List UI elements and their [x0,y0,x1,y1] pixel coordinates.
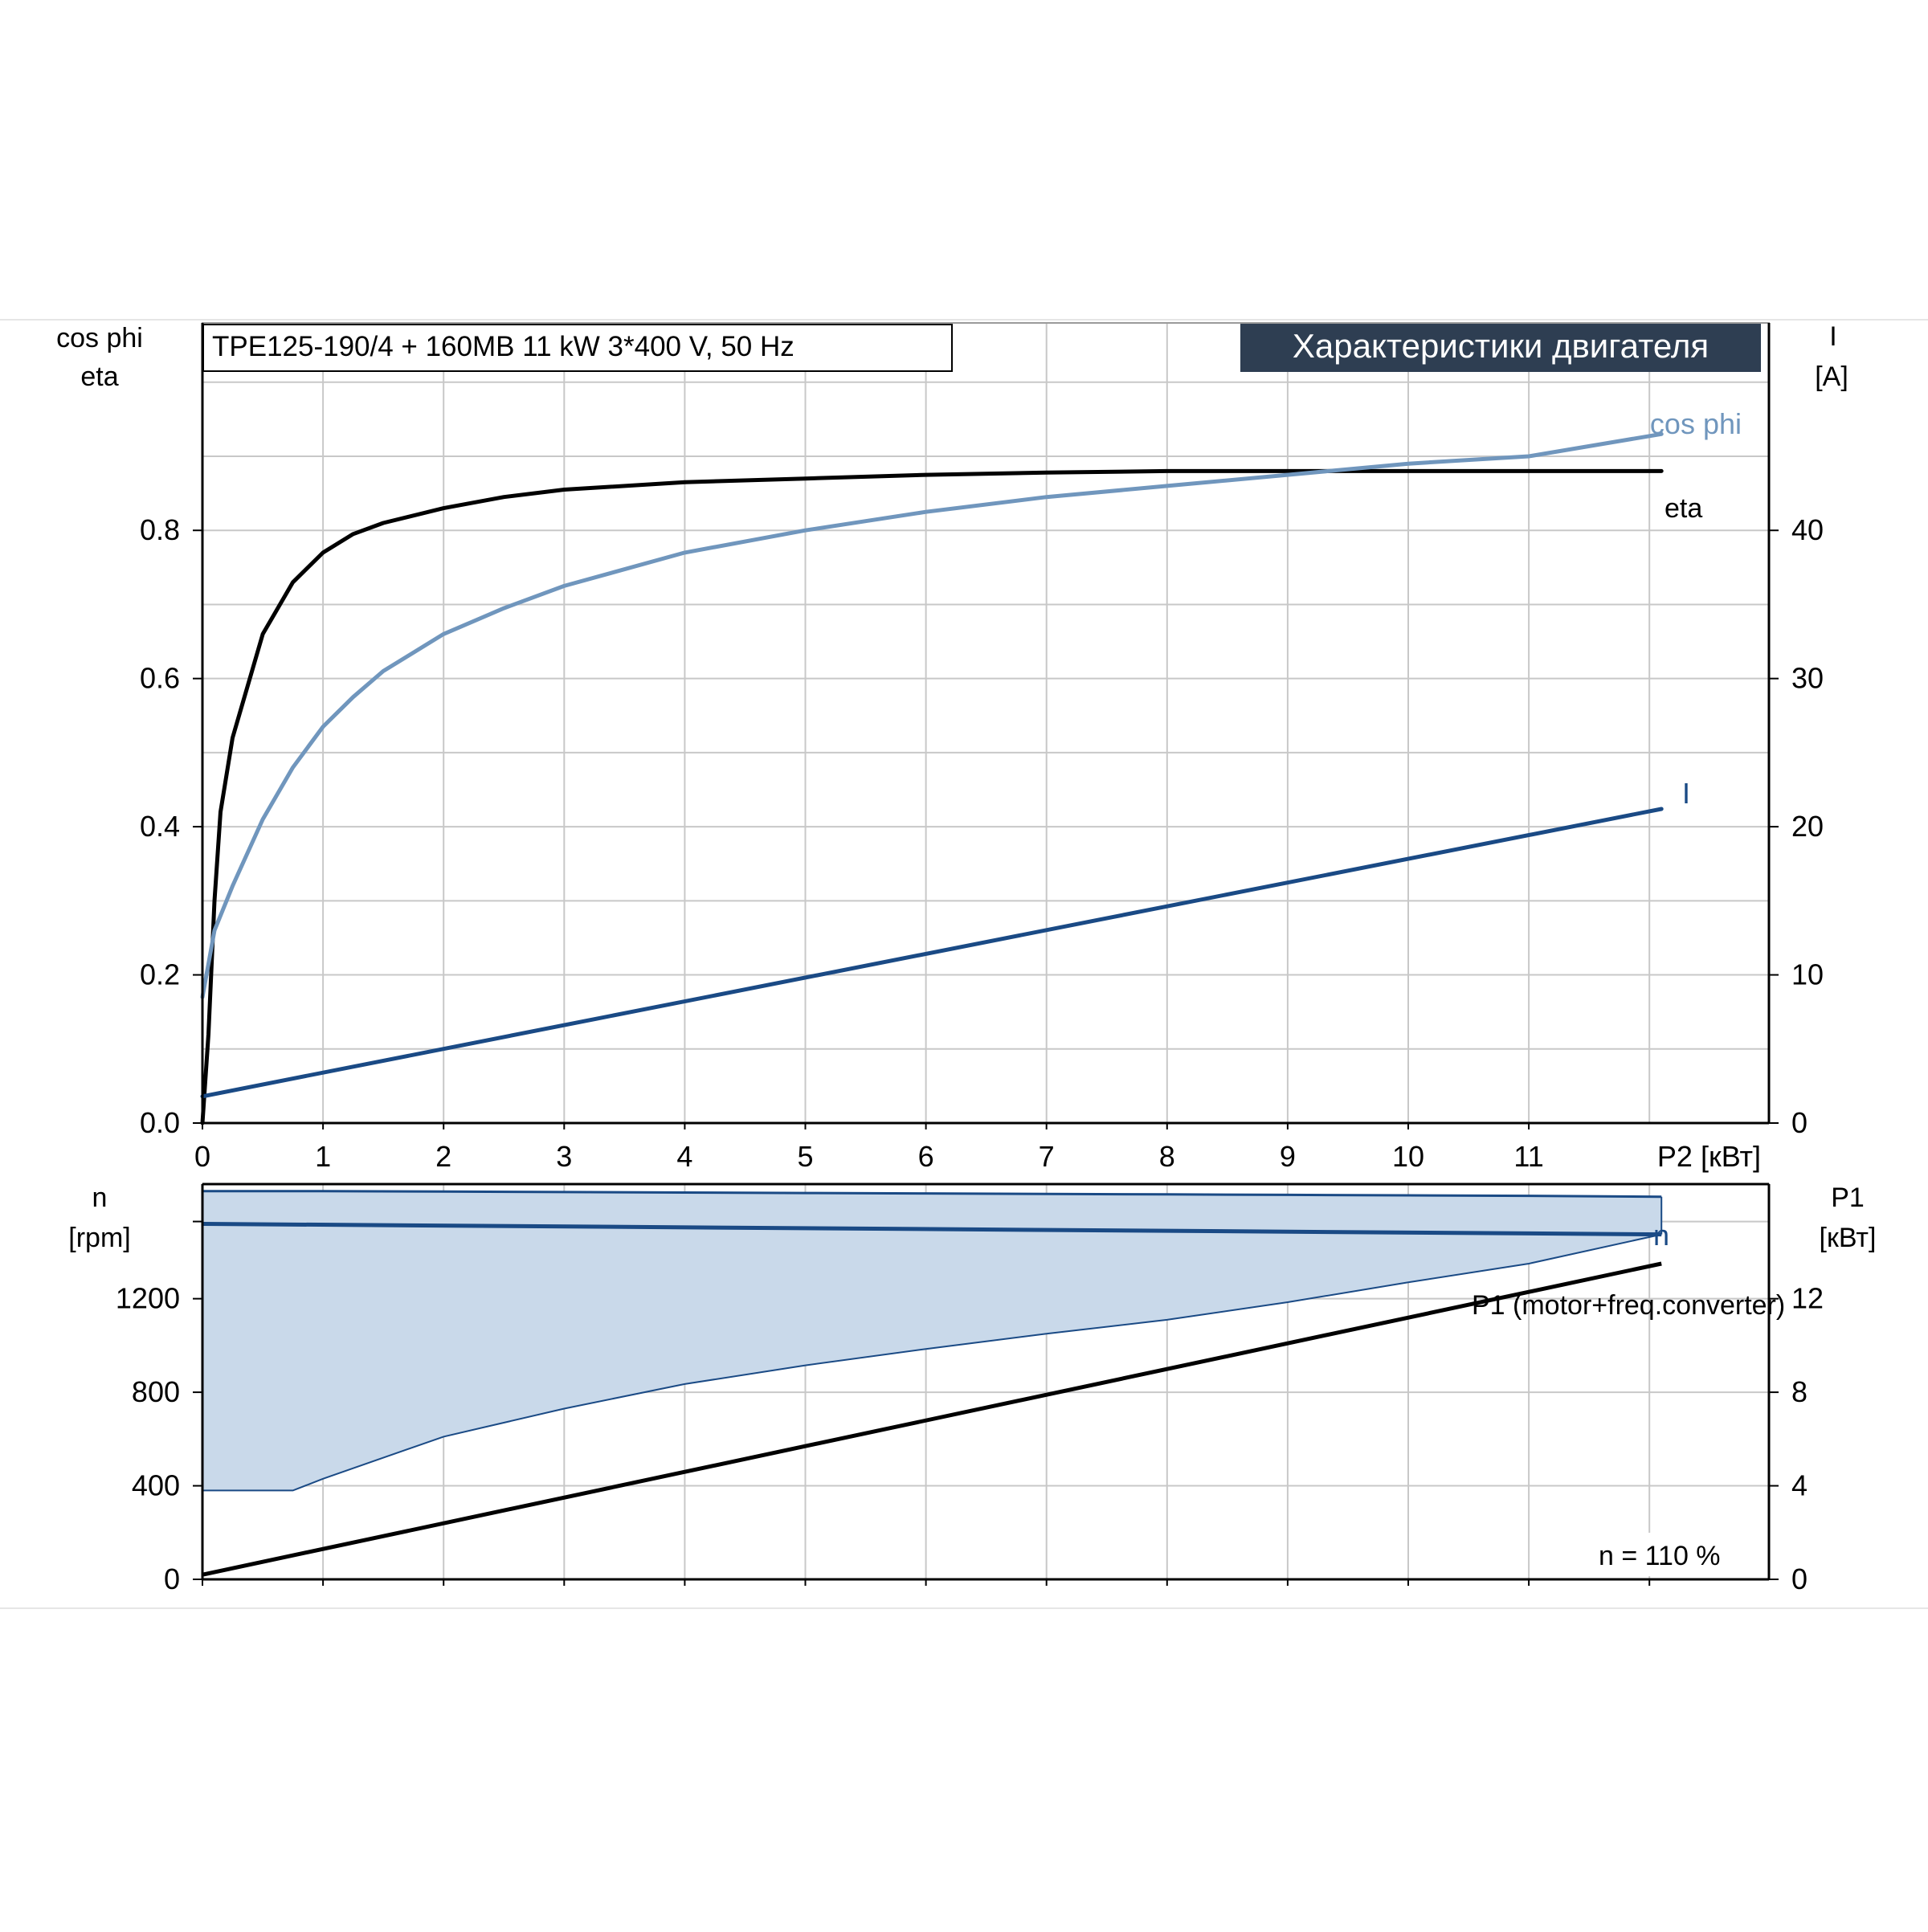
top-left-tick-label: 0.6 [140,662,180,695]
cos-phi-curve [200,431,1664,999]
top-left-tick-label: 0.2 [140,958,180,991]
top-right-tick-label: 20 [1791,810,1824,843]
top-x-tick-label: 7 [1039,1140,1055,1173]
model-label: TPE125-190/4 + 160MB 11 kW 3*400 V, 50 H… [212,331,794,362]
eta-series-label: eta [1665,493,1702,524]
bottom-right-tick-label: 4 [1791,1469,1808,1502]
top-left-tick-label: 0.8 [140,513,180,546]
bottom-panel: 0 400 800 1200 0 4 8 12 n [rpm] P1 [кВт] n P1 (… [68,1182,1876,1595]
right-axis-title-line1: I [1829,321,1836,352]
top-right-tick-label: 10 [1791,958,1824,991]
speed-annotation-box [1584,1533,1763,1576]
top-x-tick-label: 10 [1392,1140,1424,1173]
bottom-left-tick-label: 400 [132,1469,180,1502]
bottom-left-tick-label: 0 [164,1562,180,1595]
right-axis-title-line2: [A] [1815,361,1848,392]
bottom-ticks: 0 400 800 1200 0 4 8 12 [116,1220,1824,1595]
top-x-tick-label: 6 [918,1140,934,1173]
top-marks [200,431,1664,1125]
eta-curve [200,468,1664,1125]
speed-annotation: n = 110 % [1599,1541,1721,1571]
x-axis-title: P2 [кВт] [1657,1140,1761,1173]
top-x-tick-label: 11 [1513,1140,1543,1173]
bottom-left-axis-title-line2: [rpm] [68,1223,130,1253]
top-panel: 0 1 2 3 4 5 6 7 8 9 10 11 0.0 0.2 0.4 0.6 0.8 0 10 20 30 40 T… [56,321,1848,1173]
title-badge-text: Характеристики двигателя [1293,327,1709,365]
bottom-right-axis-title-line1: P1 [1831,1182,1865,1213]
top-x-tick-label: 3 [556,1140,572,1173]
left-axis-title-line2: eta [80,361,118,392]
top-right-tick-label: 40 [1791,513,1824,546]
bottom-left-tick-label: 1200 [116,1282,180,1315]
bottom-right-axis-title-line2: [кВт] [1820,1223,1877,1253]
top-x-tick-label: 8 [1159,1140,1175,1173]
bottom-left-tick-label: 800 [132,1375,180,1408]
speed-band-upper-edge [202,1190,1662,1199]
bottom-marks [202,1190,1663,1577]
top-plot-frame [202,322,1770,1124]
top-right-tick-label: 0 [1791,1106,1808,1139]
top-x-tick-label: 9 [1280,1140,1296,1173]
bottom-right-tick-label: 12 [1791,1282,1824,1315]
top-x-tick-label: 5 [797,1140,813,1173]
title-badge [1240,324,1761,372]
speed-series-label: n [1653,1219,1669,1252]
top-left-tick-label: 0.4 [140,810,180,843]
bottom-right-tick-label: 0 [1791,1562,1808,1595]
left-axis-title-line1: cos phi [56,323,143,353]
top-x-tick-label: 1 [315,1140,331,1173]
speed-line [202,1222,1662,1237]
p1-series-label: P1 (motor+freq.converter) [1472,1290,1785,1321]
current-series-label: I [1682,777,1690,810]
cos-phi-series-label: cos phi [1650,407,1742,440]
top-x-tick-label: 4 [676,1140,692,1173]
bottom-left-axis-title-line1: n [92,1182,108,1213]
top-grid [202,323,1769,1123]
speed-band-lower-edge [202,1233,1662,1492]
top-ticks: 0 1 2 3 4 5 6 7 8 9 10 11 0.0 0.2 0.4 0.6 0.8 0 10 20 30 40 [140,513,1824,1173]
speed-range-band [202,1191,1662,1491]
top-x-tick-label: 2 [435,1140,451,1173]
p1-power-line [202,1261,1662,1577]
top-right-tick-label: 30 [1791,662,1824,695]
bottom-right-tick-label: 8 [1791,1375,1808,1408]
top-x-tick-label: 0 [194,1140,210,1173]
top-left-tick-label: 0.0 [140,1106,180,1139]
current-line [200,807,1664,1099]
model-label-box [202,324,953,372]
